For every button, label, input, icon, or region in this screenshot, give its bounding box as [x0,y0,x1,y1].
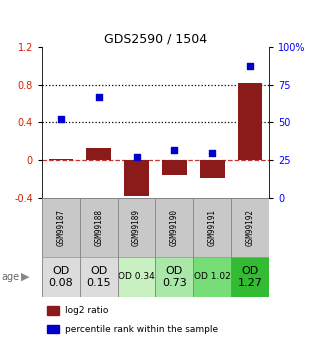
Bar [80,257,118,297]
Point [172,147,177,152]
Text: OD 1.02: OD 1.02 [194,272,231,282]
Bar [49,159,73,160]
Title: GDS2590 / 1504: GDS2590 / 1504 [104,32,207,46]
Bar [47,306,59,315]
Text: GSM99192: GSM99192 [246,209,255,246]
Bar [200,160,225,177]
Bar [156,198,193,257]
Point [96,94,101,99]
Text: GSM99187: GSM99187 [56,209,65,246]
Bar [231,198,269,257]
Text: GSM99188: GSM99188 [94,209,103,246]
Text: GSM99189: GSM99189 [132,209,141,246]
Text: OD
0.08: OD 0.08 [49,266,73,288]
Text: log2 ratio: log2 ratio [65,306,108,315]
Text: OD
0.73: OD 0.73 [162,266,187,288]
Bar [42,257,80,297]
Text: ▶: ▶ [21,272,30,282]
Bar [86,148,111,160]
Text: age: age [2,272,20,282]
Text: GSM99190: GSM99190 [170,209,179,246]
Text: OD
1.27: OD 1.27 [238,266,262,288]
Bar [231,257,269,297]
Text: OD
0.15: OD 0.15 [86,266,111,288]
Point [58,117,63,122]
Point [134,155,139,160]
Bar [156,257,193,297]
Bar [238,82,262,160]
Bar [118,198,156,257]
Bar [118,257,156,297]
Bar [80,198,118,257]
Bar [193,257,231,297]
Text: percentile rank within the sample: percentile rank within the sample [65,325,218,334]
Bar [193,198,231,257]
Bar [162,160,187,175]
Bar [124,160,149,197]
Text: GSM99191: GSM99191 [208,209,217,246]
Bar [47,325,59,333]
Text: OD 0.34: OD 0.34 [118,272,155,282]
Bar [42,198,80,257]
Point [210,150,215,156]
Point [248,63,253,69]
